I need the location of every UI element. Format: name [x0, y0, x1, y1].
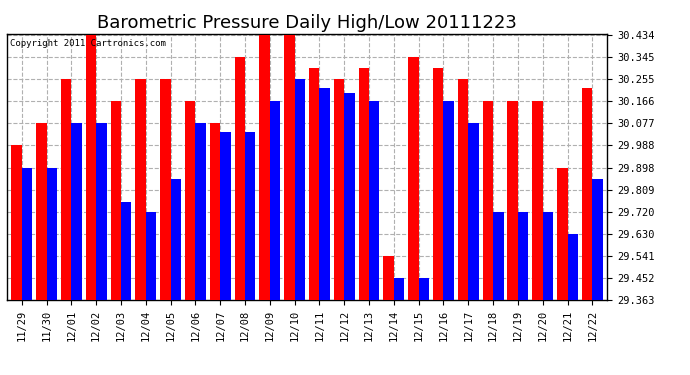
Bar: [359, 68, 369, 300]
Bar: [220, 132, 230, 300]
Bar: [86, 35, 96, 300]
Bar: [146, 211, 156, 300]
Bar: [507, 101, 518, 300]
Bar: [384, 256, 394, 300]
Bar: [369, 101, 380, 300]
Bar: [61, 79, 71, 300]
Bar: [135, 79, 146, 300]
Bar: [47, 168, 57, 300]
Bar: [408, 57, 419, 300]
Bar: [121, 202, 131, 300]
Bar: [185, 101, 195, 300]
Bar: [36, 123, 47, 300]
Bar: [582, 88, 592, 300]
Bar: [71, 123, 82, 300]
Bar: [483, 101, 493, 300]
Text: Copyright 2011 Cartronics.com: Copyright 2011 Cartronics.com: [10, 39, 166, 48]
Bar: [557, 168, 567, 300]
Bar: [592, 180, 603, 300]
Bar: [270, 101, 280, 300]
Bar: [210, 123, 220, 300]
Bar: [110, 101, 121, 300]
Bar: [518, 211, 529, 300]
Title: Barometric Pressure Daily High/Low 20111223: Barometric Pressure Daily High/Low 20111…: [97, 14, 517, 32]
Bar: [543, 211, 553, 300]
Bar: [309, 68, 319, 300]
Bar: [394, 278, 404, 300]
Bar: [160, 79, 170, 300]
Bar: [259, 35, 270, 300]
Bar: [458, 79, 469, 300]
Bar: [245, 132, 255, 300]
Bar: [195, 123, 206, 300]
Bar: [567, 234, 578, 300]
Bar: [493, 211, 504, 300]
Bar: [170, 180, 181, 300]
Bar: [11, 146, 22, 300]
Bar: [334, 79, 344, 300]
Bar: [532, 101, 543, 300]
Bar: [295, 79, 305, 300]
Bar: [284, 35, 295, 300]
Bar: [96, 123, 107, 300]
Bar: [22, 168, 32, 300]
Bar: [444, 101, 454, 300]
Bar: [344, 93, 355, 300]
Bar: [419, 278, 429, 300]
Bar: [235, 57, 245, 300]
Bar: [319, 88, 330, 300]
Bar: [433, 68, 444, 300]
Bar: [469, 123, 479, 300]
